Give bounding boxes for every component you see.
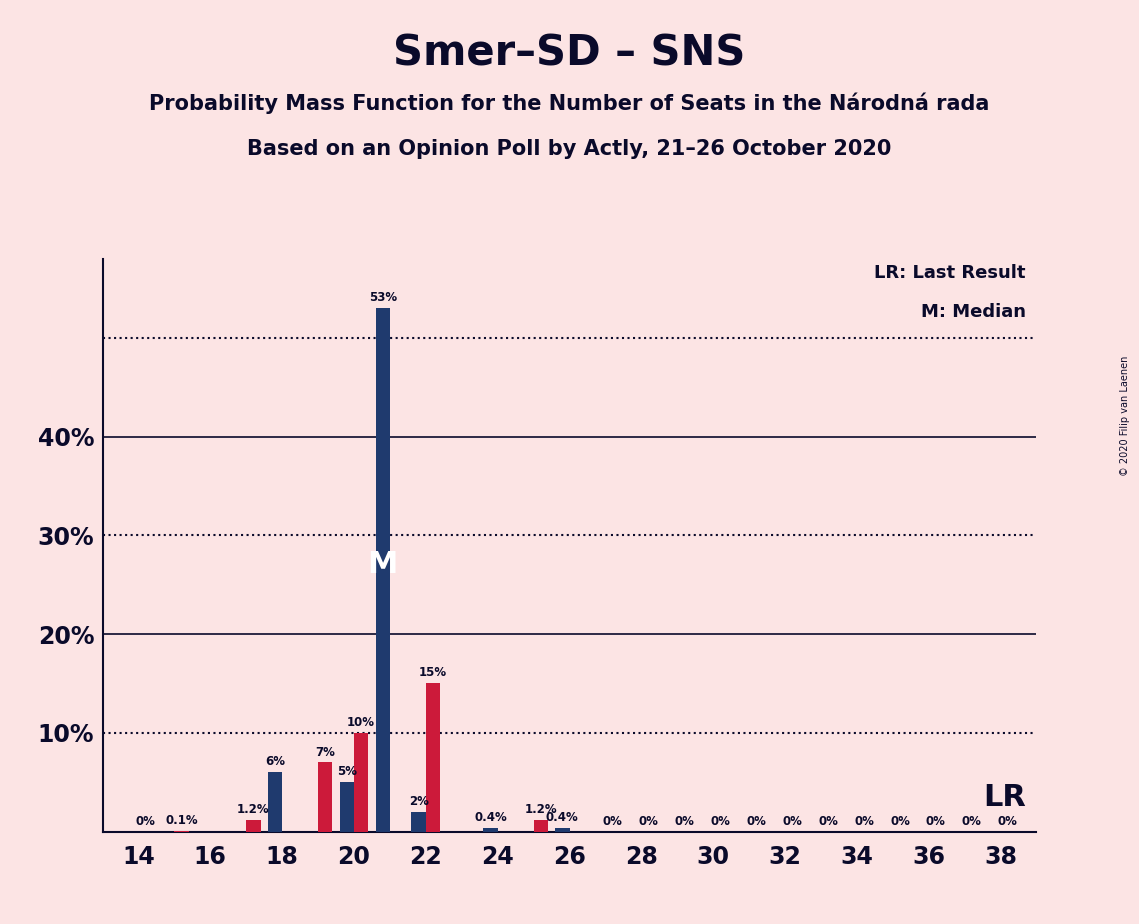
Text: 0%: 0%: [746, 815, 767, 828]
Text: Based on an Opinion Poll by Actly, 21–26 October 2020: Based on an Opinion Poll by Actly, 21–26…: [247, 139, 892, 159]
Text: 6%: 6%: [265, 756, 285, 769]
Bar: [246, 820, 261, 832]
Bar: [483, 828, 498, 832]
Text: 2%: 2%: [409, 795, 428, 808]
Bar: [174, 831, 189, 832]
Text: 0%: 0%: [962, 815, 982, 828]
Text: 15%: 15%: [419, 666, 448, 679]
Text: 0%: 0%: [782, 815, 802, 828]
Bar: [411, 812, 426, 832]
Text: 7%: 7%: [316, 746, 335, 759]
Text: LR: LR: [983, 783, 1026, 811]
Text: 53%: 53%: [369, 291, 396, 304]
Text: 0%: 0%: [854, 815, 874, 828]
Bar: [376, 308, 390, 832]
Bar: [555, 828, 570, 832]
Text: Smer–SD – SNS: Smer–SD – SNS: [393, 32, 746, 74]
Text: 0%: 0%: [711, 815, 730, 828]
Text: Probability Mass Function for the Number of Seats in the Národná rada: Probability Mass Function for the Number…: [149, 92, 990, 114]
Text: M: M: [368, 551, 398, 579]
Text: 1.2%: 1.2%: [524, 803, 557, 816]
Text: 0.4%: 0.4%: [474, 810, 507, 823]
Text: 1.2%: 1.2%: [237, 803, 270, 816]
Text: 0%: 0%: [926, 815, 945, 828]
Bar: [339, 783, 354, 832]
Bar: [268, 772, 282, 832]
Text: 0%: 0%: [998, 815, 1017, 828]
Text: 10%: 10%: [347, 716, 375, 729]
Bar: [426, 684, 440, 832]
Text: 0%: 0%: [603, 815, 623, 828]
Text: 0%: 0%: [136, 815, 156, 828]
Text: 0%: 0%: [674, 815, 695, 828]
Text: 0%: 0%: [890, 815, 910, 828]
Text: 0.1%: 0.1%: [165, 814, 198, 827]
Text: M: Median: M: Median: [920, 303, 1026, 322]
Text: LR: Last Result: LR: Last Result: [875, 263, 1026, 282]
Bar: [354, 733, 368, 832]
Text: 5%: 5%: [337, 765, 357, 778]
Bar: [533, 820, 548, 832]
Text: © 2020 Filip van Laenen: © 2020 Filip van Laenen: [1121, 356, 1130, 476]
Text: 0%: 0%: [818, 815, 838, 828]
Text: 0%: 0%: [639, 815, 658, 828]
Text: 0.4%: 0.4%: [546, 810, 579, 823]
Bar: [318, 762, 333, 832]
